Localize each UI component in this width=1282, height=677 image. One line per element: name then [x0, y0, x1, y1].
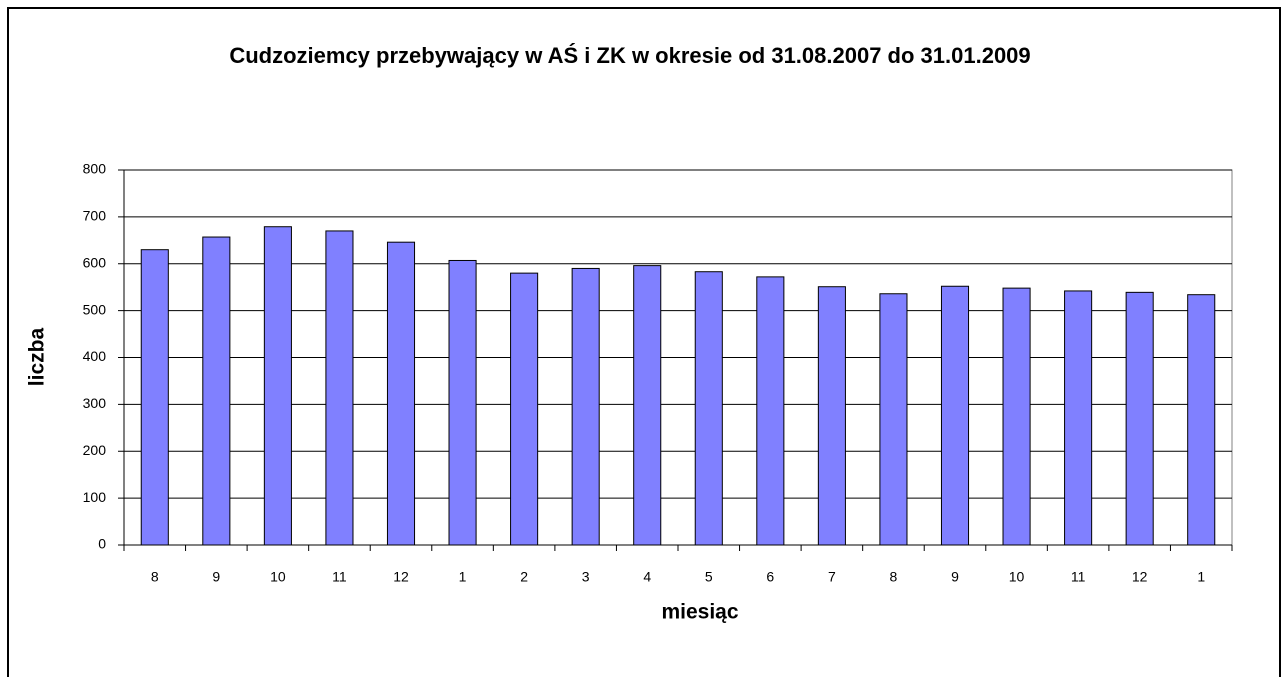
x-tick-label: 12 — [1132, 569, 1148, 585]
x-tick-label: 7 — [828, 569, 836, 585]
x-tick-label: 5 — [705, 569, 713, 585]
y-tick-label: 700 — [83, 208, 107, 224]
y-tick-label: 500 — [83, 301, 107, 317]
x-tick-label: 1 — [459, 569, 467, 585]
x-tick-label: 11 — [1071, 569, 1086, 585]
bar — [756, 276, 785, 546]
x-tick-label: 10 — [1009, 569, 1025, 585]
y-tick-label: 800 — [83, 161, 107, 177]
x-tick-label: 8 — [890, 569, 898, 585]
x-tick-label: 6 — [766, 569, 774, 585]
chart-border — [7, 7, 1281, 677]
x-tick-label: 9 — [212, 569, 220, 585]
bar — [263, 226, 292, 546]
x-tick-label: 9 — [951, 569, 959, 585]
y-tick-label: 400 — [83, 348, 107, 364]
bar — [817, 286, 846, 546]
bar — [1064, 290, 1093, 546]
y-tick-label: 200 — [83, 442, 107, 458]
x-tick-label: 10 — [270, 569, 286, 585]
bar — [694, 271, 723, 546]
bar — [571, 267, 600, 546]
x-tick-label: 1 — [1197, 569, 1205, 585]
chart-title: Cudzoziemcy przebywający w AŚ i ZK w okr… — [229, 43, 1031, 68]
bar — [448, 259, 477, 546]
bar — [1125, 291, 1154, 546]
bar — [940, 285, 970, 546]
bar — [879, 293, 908, 546]
bar — [140, 249, 169, 546]
x-tick-label: 8 — [151, 569, 159, 585]
bar — [386, 241, 416, 546]
y-tick-label: 100 — [83, 489, 107, 505]
bar — [510, 272, 539, 546]
x-tick-label: 2 — [520, 569, 528, 585]
bar — [1187, 294, 1216, 546]
x-tick-label: 3 — [582, 569, 590, 585]
y-axis-title: liczba — [26, 328, 49, 387]
y-tick-label: 300 — [83, 395, 107, 411]
bar — [633, 265, 662, 546]
bar — [1002, 287, 1031, 546]
y-tick-label: 600 — [83, 254, 107, 270]
x-tick-label: 12 — [393, 569, 409, 585]
bar — [202, 236, 231, 546]
y-tick-label: 0 — [98, 536, 106, 552]
x-tick-label: 4 — [643, 569, 651, 585]
x-tick-label: 11 — [332, 569, 347, 585]
x-axis-title: miesiąc — [661, 601, 738, 624]
bar — [325, 230, 354, 546]
